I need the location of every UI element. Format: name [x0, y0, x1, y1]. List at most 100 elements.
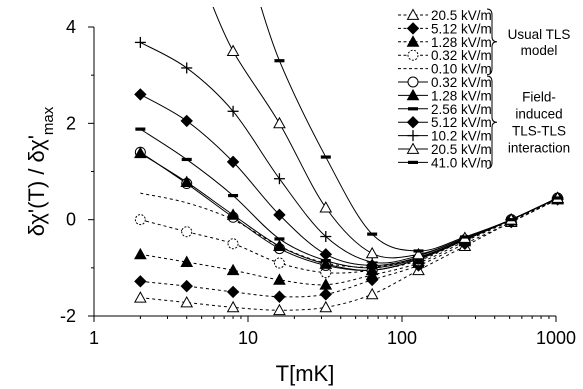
data-point-7-2 — [228, 193, 239, 198]
group-label-usual-0: Usual TLS — [508, 27, 571, 42]
legend-marker-1 — [406, 22, 420, 35]
data-point-9-5 — [366, 256, 378, 268]
legend-marker-11 — [408, 160, 418, 164]
legend-marker-0 — [406, 8, 420, 20]
y-axis-label-sub: max — [40, 106, 57, 135]
group-label-field-2: TLS-TLS — [512, 124, 566, 139]
data-point-10-6 — [412, 247, 425, 260]
series-points — [134, 36, 564, 316]
data-point-8-2 — [226, 155, 240, 169]
data-point-9-0 — [134, 36, 146, 48]
data-point-7-0 — [135, 127, 146, 131]
data-point-11-8 — [506, 218, 517, 222]
data-point-1-3 — [273, 290, 286, 303]
data-point-2-2 — [226, 263, 240, 276]
data-point-9-2 — [227, 105, 239, 117]
legend-label-8: 5.12 kV/m — [431, 115, 492, 130]
data-point-8-3 — [273, 208, 286, 222]
legend-marker-2 — [406, 35, 420, 47]
y-tick-label: 2 — [66, 113, 76, 133]
data-point-11-6 — [413, 249, 424, 253]
group-label-field-3: interaction — [508, 141, 570, 156]
legend-label-0: 20.5 kV/m — [431, 8, 492, 23]
data-point-0-5 — [365, 287, 379, 300]
group-label-usual-1: model — [521, 43, 558, 58]
legend-label-5: 0.32 kV/m — [431, 75, 492, 90]
data-point-8-1 — [180, 114, 193, 128]
data-point-10-5 — [365, 246, 379, 259]
data-point-2-0 — [134, 247, 147, 260]
data-point-2-1 — [180, 255, 194, 267]
y-axis-label-main: δχ'(T) / δχ' — [24, 135, 49, 236]
axes — [88, 26, 557, 322]
legend-marker-10 — [406, 142, 420, 154]
legend-label-4: 0.10 kV/m — [431, 62, 492, 77]
data-point-7-1 — [181, 157, 192, 162]
y-tick-label: -2 — [60, 306, 76, 326]
data-point-6-1 — [180, 175, 194, 187]
data-point-9-4 — [320, 231, 332, 243]
data-point-11-4 — [320, 155, 331, 159]
tick-labels: 1 10 100 1000 -2 0 2 4 — [60, 17, 576, 348]
data-point-11-3 — [274, 59, 285, 63]
data-point-10-4 — [319, 201, 333, 213]
legend-label-11: 41.0 kV/m — [431, 155, 492, 170]
data-point-0-3 — [273, 303, 286, 316]
data-point-3-1 — [181, 226, 193, 238]
legend-marker-6 — [406, 88, 420, 101]
x-axis-label: T[mK] — [276, 361, 335, 386]
series-line-0 — [140, 198, 558, 311]
legend-label-3: 0.32 kV/m — [431, 48, 492, 63]
series-line-8 — [140, 93, 558, 266]
legend-marker-3 — [407, 49, 419, 61]
brace-usual — [486, 8, 498, 76]
data-point-0-2 — [226, 300, 240, 313]
data-point-0-0 — [134, 291, 147, 303]
brace-field — [486, 75, 498, 169]
data-point-6-4 — [319, 257, 333, 269]
data-point-1-0 — [134, 275, 147, 288]
data-point-0-1 — [180, 295, 194, 308]
data-point-11-7 — [459, 235, 470, 239]
data-point-8-4 — [319, 248, 333, 261]
data-point-11-5 — [367, 232, 378, 236]
data-point-1-1 — [180, 279, 193, 293]
group-label-field-1: induced — [515, 107, 562, 122]
data-point-7-4 — [320, 259, 331, 263]
series-lines — [140, 7, 558, 311]
x-tick-label: 10 — [238, 328, 258, 348]
data-point-3-0 — [134, 214, 146, 226]
data-point-1-4 — [319, 288, 333, 301]
data-point-7-3 — [274, 237, 285, 241]
legend-marker-8 — [406, 115, 420, 129]
data-point-3-3 — [273, 257, 285, 269]
x-tick-label: 100 — [387, 328, 417, 348]
data-point-2-4 — [319, 278, 333, 290]
data-point-10-2 — [226, 44, 240, 56]
data-point-6-3 — [273, 239, 286, 252]
data-point-3-2 — [227, 238, 239, 250]
series-line-7 — [140, 128, 558, 269]
data-point-9-1 — [181, 62, 193, 74]
data-point-9-3 — [273, 173, 285, 185]
legend-label-9: 10.2 kV/m — [431, 129, 492, 144]
series-line-2 — [140, 198, 558, 286]
legend: 20.5 kV/m5.12 kV/m1.28 kV/m0.32 kV/m0.10… — [398, 8, 570, 170]
data-point-6-0 — [134, 146, 147, 159]
data-point-6-2 — [226, 208, 240, 220]
legend-label-7: 2.56 kV/m — [431, 102, 492, 117]
y-axis-label: δχ'(T) / δχ'max — [24, 106, 57, 236]
legend-marker-7 — [408, 107, 418, 111]
group-label-field-0: Field- — [522, 90, 556, 105]
data-point-0-4 — [319, 300, 333, 313]
x-tick-label: 1 — [89, 328, 99, 348]
legend-label-6: 1.28 kV/m — [431, 88, 492, 103]
series-line-1 — [140, 198, 558, 298]
legend-marker-5 — [407, 76, 419, 88]
legend-label-1: 5.12 kV/m — [431, 21, 492, 36]
y-tick-label: 4 — [66, 17, 76, 37]
data-point-8-0 — [134, 88, 147, 101]
data-point-11-9 — [552, 196, 563, 200]
legend-label-2: 1.28 kV/m — [431, 35, 492, 50]
